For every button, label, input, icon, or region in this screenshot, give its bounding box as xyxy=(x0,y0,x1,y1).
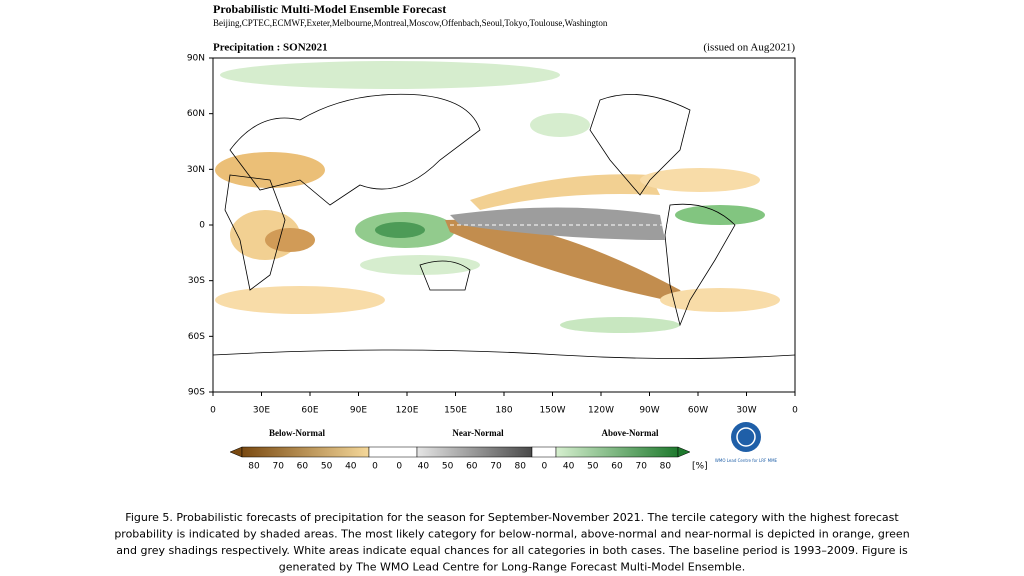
subtitle: Beijing,CPTEC,ECMWF,Exeter,Melbourne,Mon… xyxy=(213,18,608,28)
legend-group: Below-Normal xyxy=(269,428,325,438)
lon-label: 90E xyxy=(350,406,367,416)
legend-tick: 60 xyxy=(611,462,623,472)
legend-tick: 80 xyxy=(514,462,526,472)
legend-unit: [%] xyxy=(692,462,708,472)
panel-title: Precipitation : SON2021 xyxy=(213,42,328,54)
wmo-logo: WMO Lead Centre for LRF MME xyxy=(715,422,778,463)
legend-tick: 40 xyxy=(418,462,430,472)
colorbar xyxy=(229,446,691,458)
legend-group: Above-Normal xyxy=(602,428,659,438)
legend-tick: 50 xyxy=(321,462,333,472)
legend-tick: 40 xyxy=(345,462,357,472)
map xyxy=(212,57,796,393)
legend-tick: 0 xyxy=(396,462,402,472)
coastlines xyxy=(212,93,796,359)
lon-label: 90W xyxy=(639,406,659,416)
title: Probabilistic Multi-Model Ensemble Forec… xyxy=(213,2,446,16)
lon-label: 120W xyxy=(588,406,614,416)
lon-label: 120E xyxy=(396,406,419,416)
legend-tick: 70 xyxy=(272,462,284,472)
logo-text: WMO Lead Centre for LRF MME xyxy=(715,458,778,463)
legend-tick: 80 xyxy=(248,462,260,472)
lat-label: 30N xyxy=(187,165,205,175)
lat-label: 90S xyxy=(188,388,205,398)
legend-tick: 50 xyxy=(587,462,599,472)
lon-label: 30E xyxy=(253,406,270,416)
caption-line: probability is indicated by shaded areas… xyxy=(114,528,909,541)
lat-label: 0 xyxy=(199,221,205,231)
legend-tick: 70 xyxy=(635,462,647,472)
lon-label: 180 xyxy=(495,406,512,416)
lon-label: 60E xyxy=(301,406,318,416)
lat-label: 90N xyxy=(187,54,205,64)
lon-label: 150E xyxy=(444,406,467,416)
legend-tick: 60 xyxy=(297,462,309,472)
legend-tick: 50 xyxy=(442,462,454,472)
lon-label: 60W xyxy=(688,406,708,416)
legend-tick: 60 xyxy=(466,462,478,472)
caption-line: Figure 5. Probabilistic forecasts of pre… xyxy=(125,511,899,524)
lon-label: 150W xyxy=(539,406,565,416)
lon-label: 30W xyxy=(736,406,756,416)
legend-tick: 0 xyxy=(372,462,378,472)
lat-label: 60N xyxy=(187,109,205,119)
lat-label: 30S xyxy=(188,276,205,286)
legend-tick: 70 xyxy=(490,462,502,472)
caption-line: and grey shadings respectively. White ar… xyxy=(116,544,908,557)
lon-label: 0 xyxy=(792,406,798,416)
legend-group: Near-Normal xyxy=(452,428,504,438)
issued-date: (issued on Aug2021) xyxy=(703,42,795,54)
legend-tick: 40 xyxy=(563,462,575,472)
legend-tick: 80 xyxy=(660,462,672,472)
legend-tick: 0 xyxy=(542,462,548,472)
lon-label: 0 xyxy=(210,406,216,416)
lat-label: 60S xyxy=(188,332,205,342)
caption-line: generated by The WMO Lead Centre for Lon… xyxy=(279,561,745,574)
